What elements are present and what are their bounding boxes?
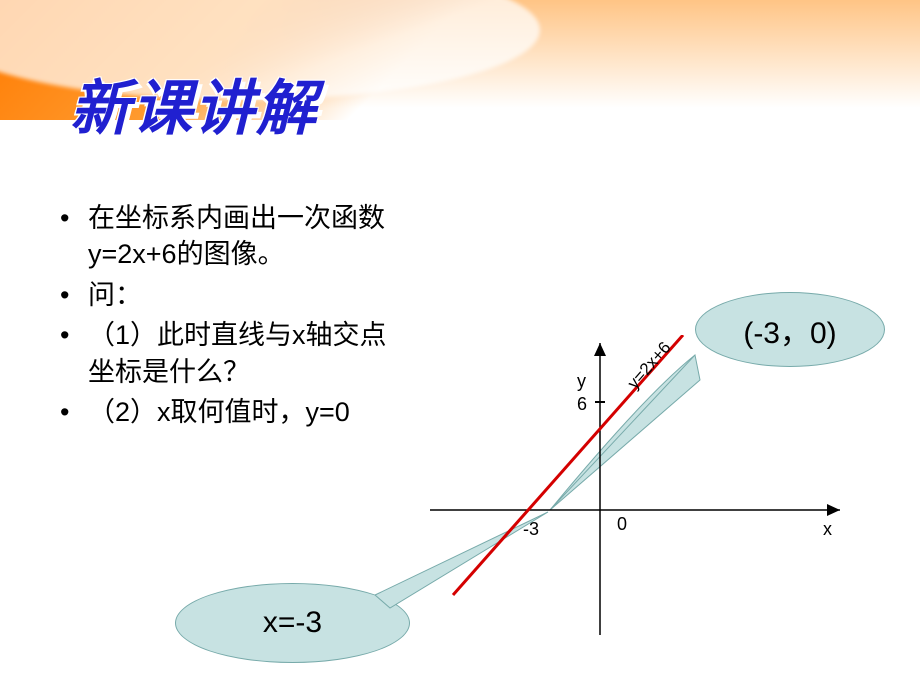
page-title: 新课讲解 xyxy=(70,60,318,147)
bullet-dot-icon: • xyxy=(60,317,88,353)
bullet-text: 问： xyxy=(88,280,142,310)
y-axis-label: y xyxy=(577,371,586,391)
bullet-dot-icon: • xyxy=(60,277,88,313)
coordinate-graph: 0 x y 6 -3 y=2x+6 xyxy=(395,335,895,665)
function-label: y=2x+6 xyxy=(624,338,675,393)
origin-label: 0 xyxy=(617,514,627,534)
bullet-text: （1）此时直线与x轴交点 xyxy=(88,320,387,350)
bullet-2: •问： xyxy=(60,277,500,313)
bullet-text: （2）x取何值时，y=0 xyxy=(88,397,350,427)
bullet-dot-icon: • xyxy=(60,394,88,430)
graph-svg: 0 x y 6 -3 y=2x+6 xyxy=(395,335,895,665)
bullet-1: •在坐标系内画出一次函数 y=2x+6的图像。 xyxy=(60,200,500,273)
bullet-text: 在坐标系内画出一次函数 xyxy=(88,203,385,233)
x-tick-label: -3 xyxy=(523,519,539,539)
bullet-text: y=2x+6的图像。 xyxy=(88,239,285,269)
x-axis-arrow-icon xyxy=(827,504,840,516)
y-axis-arrow-icon xyxy=(594,343,606,356)
y-tick-label: 6 xyxy=(577,394,587,414)
x-axis-label: x xyxy=(823,519,832,539)
bullet-dot-icon: • xyxy=(60,200,88,236)
callout-text: x=-3 xyxy=(263,606,322,640)
bullet-text: 坐标是什么？ xyxy=(88,357,250,387)
